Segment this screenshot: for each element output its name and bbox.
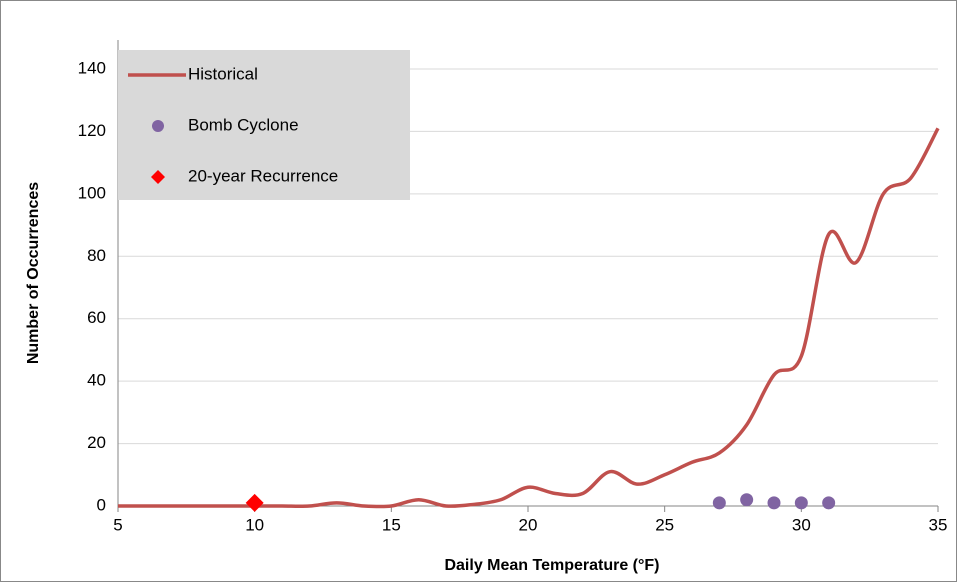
y-tick-label: 40	[87, 371, 106, 390]
y-tick-label: 60	[87, 308, 106, 327]
point	[822, 496, 836, 510]
x-tick-label: 10	[245, 515, 264, 534]
y-tick-label: 120	[78, 121, 106, 140]
x-tick-label: 30	[792, 515, 811, 534]
y-tick-label: 20	[87, 433, 106, 452]
point	[740, 493, 754, 507]
point	[712, 496, 726, 510]
x-axis-title: Daily Mean Temperature (°F)	[444, 557, 659, 574]
legend-marker	[152, 120, 164, 132]
point	[245, 493, 264, 512]
x-tick-label: 35	[929, 515, 948, 534]
y-tick-label: 140	[78, 58, 106, 77]
x-tick-label: 15	[382, 515, 401, 534]
y-tick-label: 80	[87, 246, 106, 265]
x-tick-label: 25	[655, 515, 674, 534]
point	[794, 496, 808, 510]
x-tick-label: 5	[113, 515, 122, 534]
legend-marker	[151, 170, 165, 184]
legend-label: 20-year Recurrence	[188, 166, 338, 185]
legend-label: Historical	[188, 64, 258, 83]
x-tick-label: 20	[519, 515, 538, 534]
legend-label: Bomb Cyclone	[188, 115, 299, 134]
point	[767, 496, 781, 510]
y-tick-label: 100	[78, 183, 106, 202]
y-tick-label: 0	[97, 495, 106, 514]
y-axis-title: Number of Occurrences	[25, 182, 42, 364]
